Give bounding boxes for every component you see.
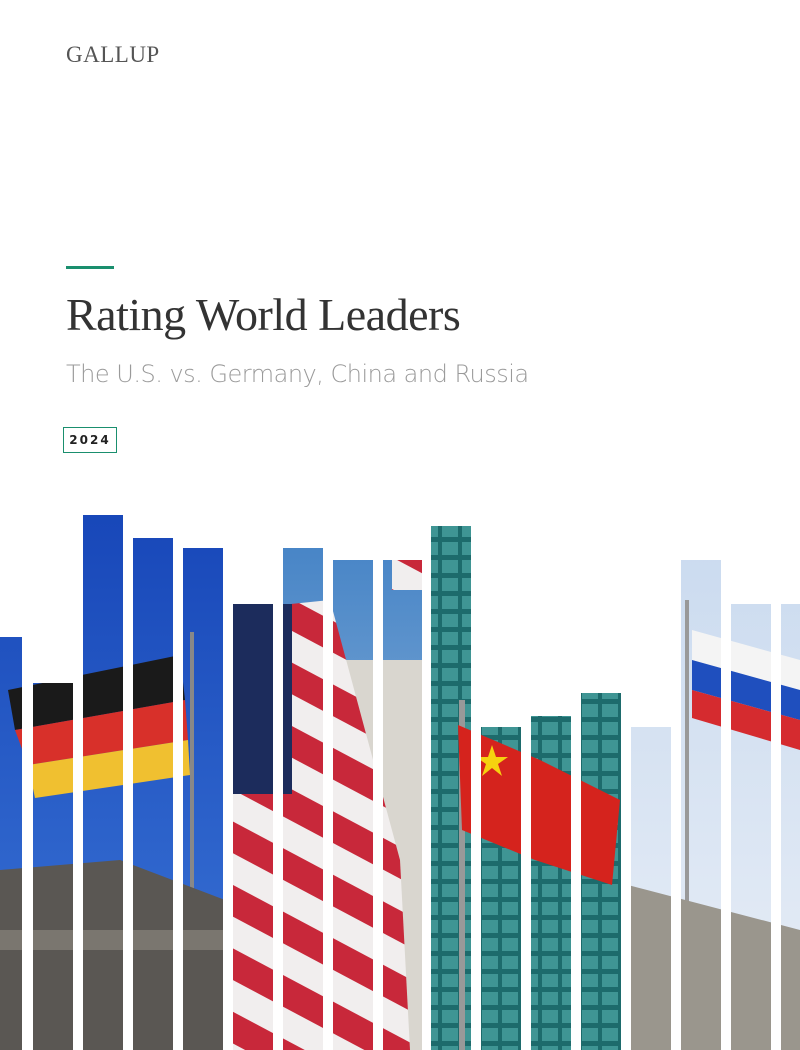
accent-rule [66, 266, 114, 269]
brand-logo: GALLUP [66, 42, 160, 67]
subtitle: The U.S. vs. Germany, China and Russia [66, 360, 529, 388]
title: Rating World Leaders [66, 289, 461, 340]
flag-bars-image [0, 515, 800, 1050]
year-badge: 2024 [63, 427, 117, 453]
